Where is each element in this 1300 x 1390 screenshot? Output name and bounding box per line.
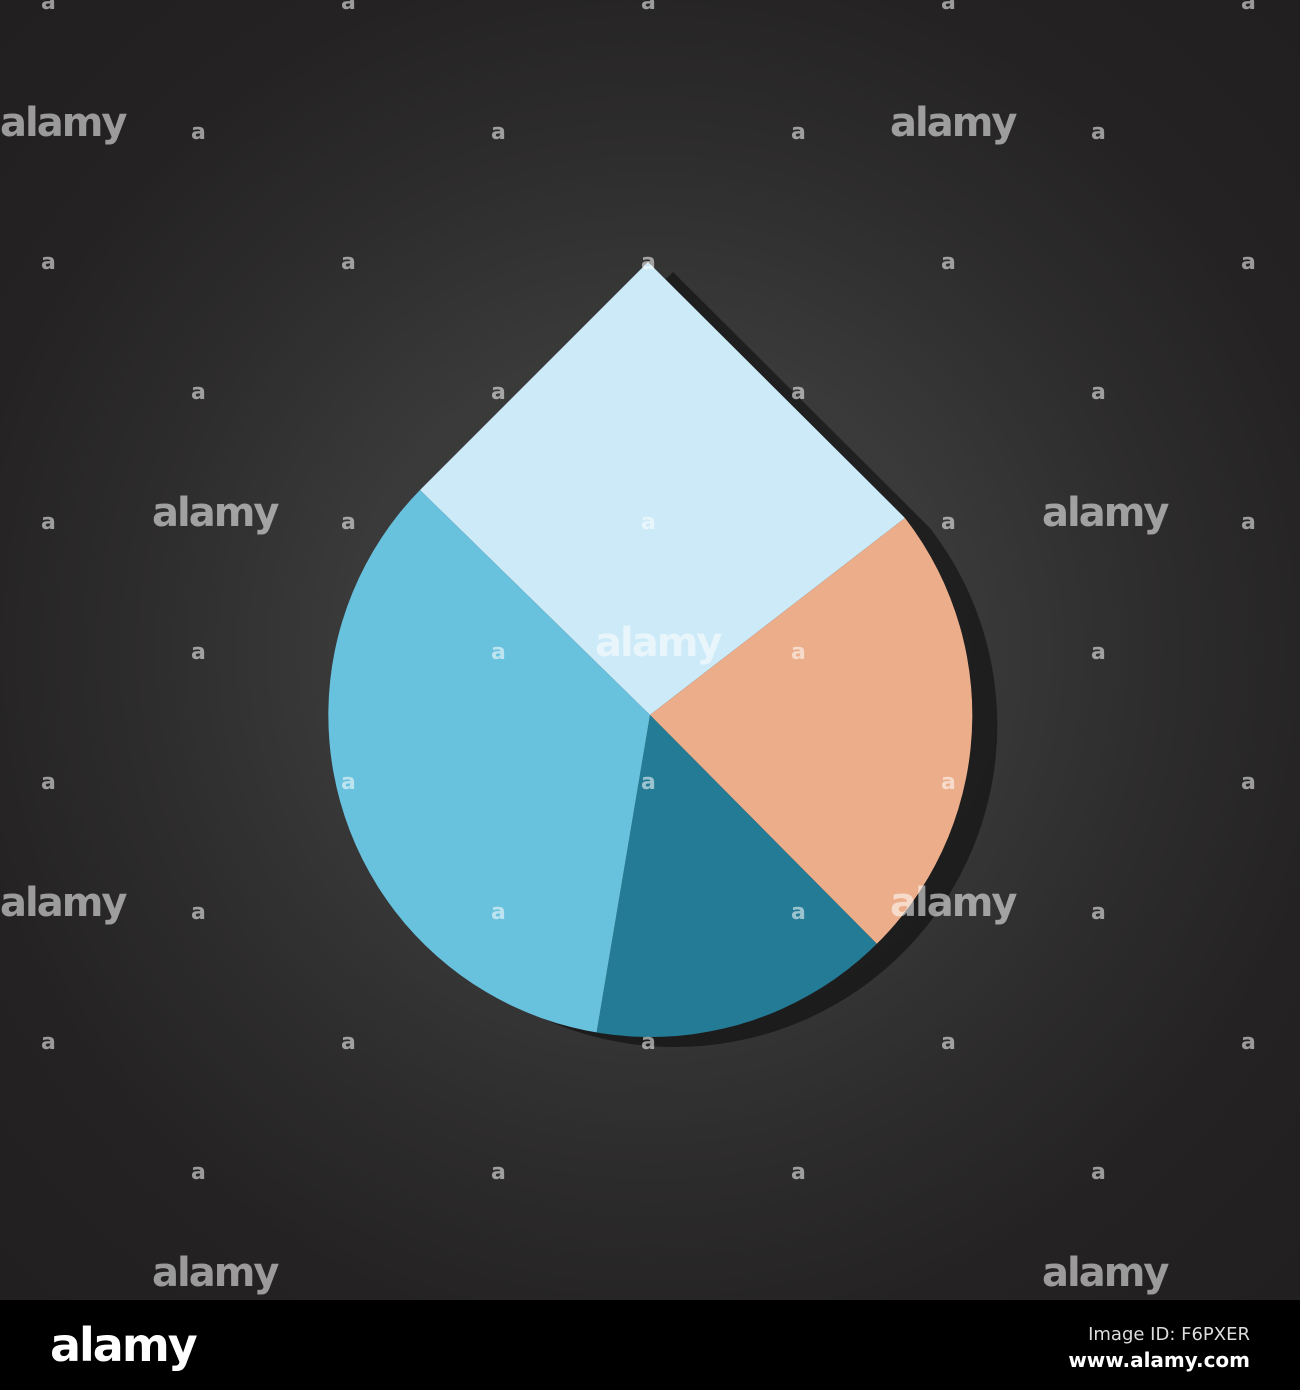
watermark: alamy	[595, 620, 722, 666]
watermark-glyph: a	[1241, 1030, 1256, 1055]
watermark-glyph: a	[791, 380, 806, 405]
watermark-glyph: a	[1091, 900, 1106, 925]
watermark: alamy	[1042, 1250, 1169, 1296]
watermark: alamy	[0, 880, 127, 926]
footer-bar: alamy Image ID: F6PXER www.alamy.com	[0, 1300, 1300, 1390]
watermark-glyph: a	[491, 380, 506, 405]
watermark-glyph: a	[791, 120, 806, 145]
watermark-glyph: a	[641, 770, 656, 795]
watermark-glyph: a	[641, 1030, 656, 1055]
watermark-glyph: a	[791, 1160, 806, 1185]
watermark-glyph: a	[941, 510, 956, 535]
watermark-glyph: a	[491, 640, 506, 665]
watermark-glyph: a	[191, 900, 206, 925]
watermark-glyph: a	[941, 250, 956, 275]
watermark-glyph: a	[191, 120, 206, 145]
watermark-glyph: a	[641, 250, 656, 275]
watermark-glyph: a	[941, 1030, 956, 1055]
watermark-glyph: a	[941, 0, 956, 15]
site-url[interactable]: www.alamy.com	[1068, 1348, 1250, 1372]
watermark-glyph: a	[341, 250, 356, 275]
slice-top	[420, 262, 905, 715]
watermark: alamy	[152, 490, 279, 536]
slice-bottom	[585, 715, 900, 1038]
watermark-glyph: a	[41, 510, 56, 535]
slice-right	[650, 518, 973, 1038]
image-id: Image ID: F6PXER	[1088, 1324, 1250, 1345]
watermark-glyph: a	[1091, 640, 1106, 665]
watermark-glyph: a	[41, 770, 56, 795]
watermark-glyph: a	[1241, 0, 1256, 15]
watermark-glyph: a	[1091, 120, 1106, 145]
watermark-glyph: a	[1241, 250, 1256, 275]
watermark-glyph: a	[41, 0, 56, 15]
alamy-logo: alamy	[50, 1318, 198, 1372]
watermark-glyph: a	[41, 250, 56, 275]
watermark: alamy	[1042, 490, 1169, 536]
watermark-glyph: a	[491, 900, 506, 925]
watermark: alamy	[890, 100, 1017, 146]
watermark-glyph: a	[1091, 1160, 1106, 1185]
watermark: alamy	[0, 100, 127, 146]
watermark-glyph: a	[491, 1160, 506, 1185]
watermark-glyph: a	[791, 900, 806, 925]
watermark-glyph: a	[191, 1160, 206, 1185]
watermark-glyph: a	[191, 380, 206, 405]
drop-chart	[328, 262, 998, 1048]
watermark-glyph: a	[191, 640, 206, 665]
artwork: alamy alamy alamy alamy alamy alamy alamy alamy…	[0, 0, 1300, 1300]
watermark: alamy	[890, 880, 1017, 926]
watermark-glyph: a	[641, 0, 656, 15]
watermark-glyph: a	[1241, 510, 1256, 535]
watermark-glyph: a	[641, 510, 656, 535]
slice-left	[328, 400, 650, 1038]
watermark-glyph: a	[491, 120, 506, 145]
watermark-glyph: a	[941, 770, 956, 795]
watermark-glyph: a	[341, 1030, 356, 1055]
watermark-glyph: a	[1091, 380, 1106, 405]
watermark-glyph: a	[341, 510, 356, 535]
watermark-glyph: a	[1241, 770, 1256, 795]
watermark-glyph: a	[341, 770, 356, 795]
watermark: alamy	[152, 1250, 279, 1296]
watermark-glyph: a	[41, 1030, 56, 1055]
watermark-glyph: a	[341, 0, 356, 15]
watermark-glyph: a	[791, 640, 806, 665]
